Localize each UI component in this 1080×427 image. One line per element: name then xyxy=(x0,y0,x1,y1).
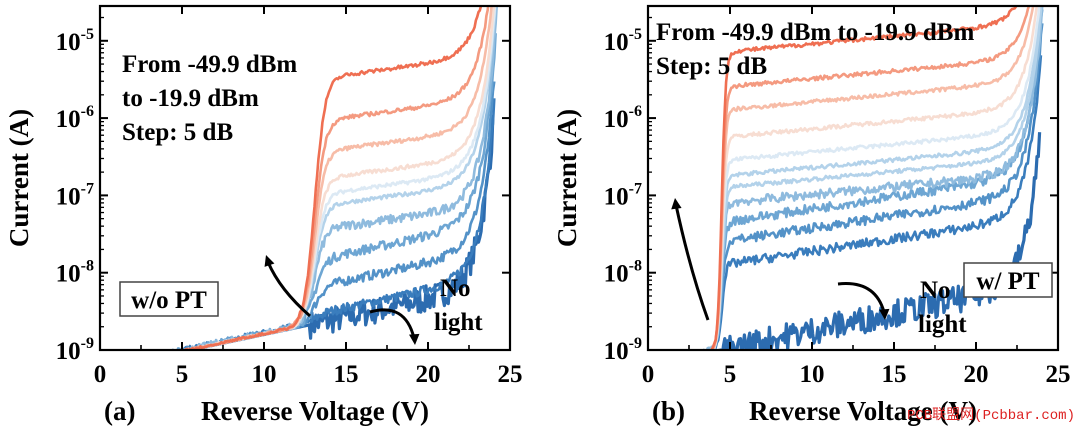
y-axis-label: Current (A) xyxy=(552,109,582,247)
annotation-line: Step: 5 dB xyxy=(122,119,233,146)
y-tick-label: 10-7 xyxy=(56,180,94,210)
arrows xyxy=(671,198,890,321)
y-tick-label: 10-8 xyxy=(56,258,94,288)
legend-box xyxy=(963,262,1053,298)
arrow-head xyxy=(671,198,682,210)
no-light-arrow xyxy=(369,308,416,339)
series-line-light-9 xyxy=(708,6,1035,350)
x-axis-label: Reverse Voltage (V) xyxy=(749,396,977,426)
y-tick-label: 10-6 xyxy=(56,103,94,133)
legend-box-label: w/o PT xyxy=(131,287,207,314)
x-tick-label: 0 xyxy=(642,361,655,388)
x-tick-label: 15 xyxy=(334,361,359,388)
arrow-head xyxy=(879,308,890,320)
watermark: PCB联盟网(Pcbbar.com) xyxy=(907,407,1075,424)
x-tick-label: 15 xyxy=(882,361,907,388)
series-line-light-11 xyxy=(710,6,1018,350)
x-tick-label: 10 xyxy=(252,361,277,388)
y-tick-label: 10-5 xyxy=(56,26,94,56)
no-light-label: light xyxy=(434,309,483,336)
x-axis-label: Reverse Voltage (V) xyxy=(201,396,429,426)
increasing-power-arrow xyxy=(266,261,311,318)
series-line-light-2 xyxy=(178,81,496,350)
series-line-light-5 xyxy=(707,6,1043,350)
y-tick-label: 10-9 xyxy=(604,335,642,365)
y-tick-label: 10-9 xyxy=(56,335,94,365)
plot-area xyxy=(700,6,1044,350)
x-tick-label: 5 xyxy=(724,361,737,388)
panel-label: (a) xyxy=(104,396,135,426)
series-line-light-4 xyxy=(700,6,1044,350)
series-line-light-7 xyxy=(706,6,1041,350)
chart-panel-a: 0 5 10 15 20 25 10-9 10-8 10-7 10-6 10-5 Reverse Vo… xyxy=(4,4,523,426)
no-light-arrow xyxy=(837,282,886,313)
series-line-light-10 xyxy=(706,6,1031,350)
x-tick-label: 5 xyxy=(176,361,189,388)
y-tick-label: 10-6 xyxy=(604,103,642,133)
annotation-line: to -19.9 dBm xyxy=(122,85,259,112)
series-line-light-9 xyxy=(181,6,490,350)
series-line-light-6 xyxy=(710,6,1042,350)
arrow-head xyxy=(409,333,420,345)
x-tick-label: 20 xyxy=(416,361,441,388)
y-tick-label: 10-7 xyxy=(604,180,642,210)
series-line-light-2 xyxy=(705,23,1044,350)
arrows xyxy=(264,255,420,345)
no-light-label: No xyxy=(920,277,951,304)
legend-box xyxy=(119,281,219,317)
x-tick-label: 20 xyxy=(964,361,989,388)
x-tick-label: 10 xyxy=(800,361,825,388)
legend-box-label: w/ PT xyxy=(976,268,1040,295)
y-tick-label: 10-8 xyxy=(604,258,642,288)
no-light-label: No xyxy=(440,275,471,302)
y-tick-label: 10-5 xyxy=(604,26,642,56)
x-tick-label: 0 xyxy=(94,361,107,388)
series-line-light-8 xyxy=(709,6,1039,350)
arrow-head xyxy=(264,255,275,267)
annotation-line: From -49.9 dBm xyxy=(122,51,297,78)
panel-label: (b) xyxy=(652,396,685,426)
sweep-annotation: From -49.9 dBm to -19.9 dBm Step: 5 dB xyxy=(122,51,297,146)
x-tick-label: 25 xyxy=(498,361,523,388)
series-line-light-10 xyxy=(179,6,483,350)
series-line-light-1 xyxy=(701,55,1043,350)
annotation-line: Step: 5 dB xyxy=(656,53,767,80)
y-axis-label: Current (A) xyxy=(4,109,34,247)
increasing-power-arrow xyxy=(674,204,710,321)
sweep-annotation: From -49.9 dBm to -19.9 dBm Step: 5 dB xyxy=(656,19,974,80)
x-tick-label: 25 xyxy=(1046,361,1071,388)
chart-panel-b: 0 5 10 15 20 25 10-9 10-8 10-7 10-6 10-5 Reverse Vo… xyxy=(552,4,1071,426)
no-light-label: light xyxy=(918,311,967,338)
annotation-line: From -49.9 dBm to -19.9 dBm xyxy=(656,19,974,46)
